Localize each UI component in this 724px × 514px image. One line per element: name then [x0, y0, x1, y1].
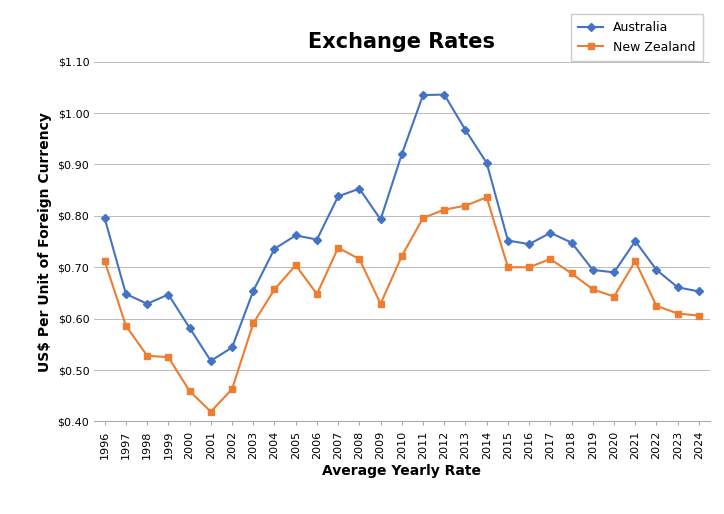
Australia — [185, 325, 194, 331]
Australia — [546, 230, 555, 236]
New Zealand — [673, 310, 682, 317]
Australia — [397, 151, 406, 157]
New Zealand — [461, 203, 470, 209]
Australia — [355, 186, 363, 192]
New Zealand — [694, 313, 703, 319]
New Zealand — [504, 264, 513, 270]
New Zealand — [291, 262, 300, 268]
New Zealand — [589, 286, 597, 292]
New Zealand — [418, 215, 427, 221]
Australia — [334, 193, 342, 199]
New Zealand — [228, 386, 237, 392]
Australia — [249, 288, 258, 294]
New Zealand — [143, 353, 151, 359]
Y-axis label: US$ Per Unit of Foreign Currency: US$ Per Unit of Foreign Currency — [38, 112, 52, 372]
Australia — [206, 358, 215, 364]
New Zealand — [652, 303, 661, 309]
New Zealand — [334, 245, 342, 251]
Australia — [440, 91, 449, 98]
Australia — [567, 240, 576, 246]
New Zealand — [376, 301, 385, 307]
Australia — [270, 246, 279, 252]
New Zealand — [122, 323, 130, 329]
Australia — [101, 215, 109, 222]
Australia — [164, 291, 173, 298]
New Zealand — [546, 256, 555, 262]
New Zealand — [355, 256, 363, 262]
New Zealand — [101, 258, 109, 264]
Australia — [652, 267, 661, 273]
New Zealand — [567, 270, 576, 277]
Australia — [143, 301, 151, 307]
New Zealand — [482, 194, 491, 200]
Australia — [673, 284, 682, 290]
New Zealand — [631, 258, 639, 264]
Australia — [694, 288, 703, 295]
New Zealand — [610, 293, 618, 300]
X-axis label: Average Yearly Rate: Average Yearly Rate — [322, 465, 481, 479]
New Zealand — [249, 320, 258, 326]
Australia — [482, 160, 491, 166]
Australia — [313, 236, 321, 243]
New Zealand — [185, 388, 194, 394]
Australia — [504, 237, 513, 244]
Australia — [525, 241, 534, 247]
New Zealand — [440, 207, 449, 213]
Line: Australia: Australia — [101, 91, 702, 364]
Australia — [589, 267, 597, 273]
Australia — [376, 216, 385, 223]
Australia — [291, 232, 300, 238]
New Zealand — [525, 264, 534, 270]
Australia — [418, 92, 427, 98]
Legend: Australia, New Zealand: Australia, New Zealand — [571, 14, 703, 61]
Australia — [631, 238, 639, 244]
Australia — [461, 127, 470, 133]
New Zealand — [270, 286, 279, 292]
New Zealand — [397, 253, 406, 259]
New Zealand — [206, 409, 215, 415]
New Zealand — [313, 291, 321, 297]
Line: New Zealand: New Zealand — [101, 194, 702, 415]
Australia — [228, 344, 237, 351]
New Zealand — [164, 354, 173, 360]
Australia — [610, 269, 618, 276]
Australia — [122, 291, 130, 297]
Title: Exchange Rates: Exchange Rates — [308, 32, 495, 52]
